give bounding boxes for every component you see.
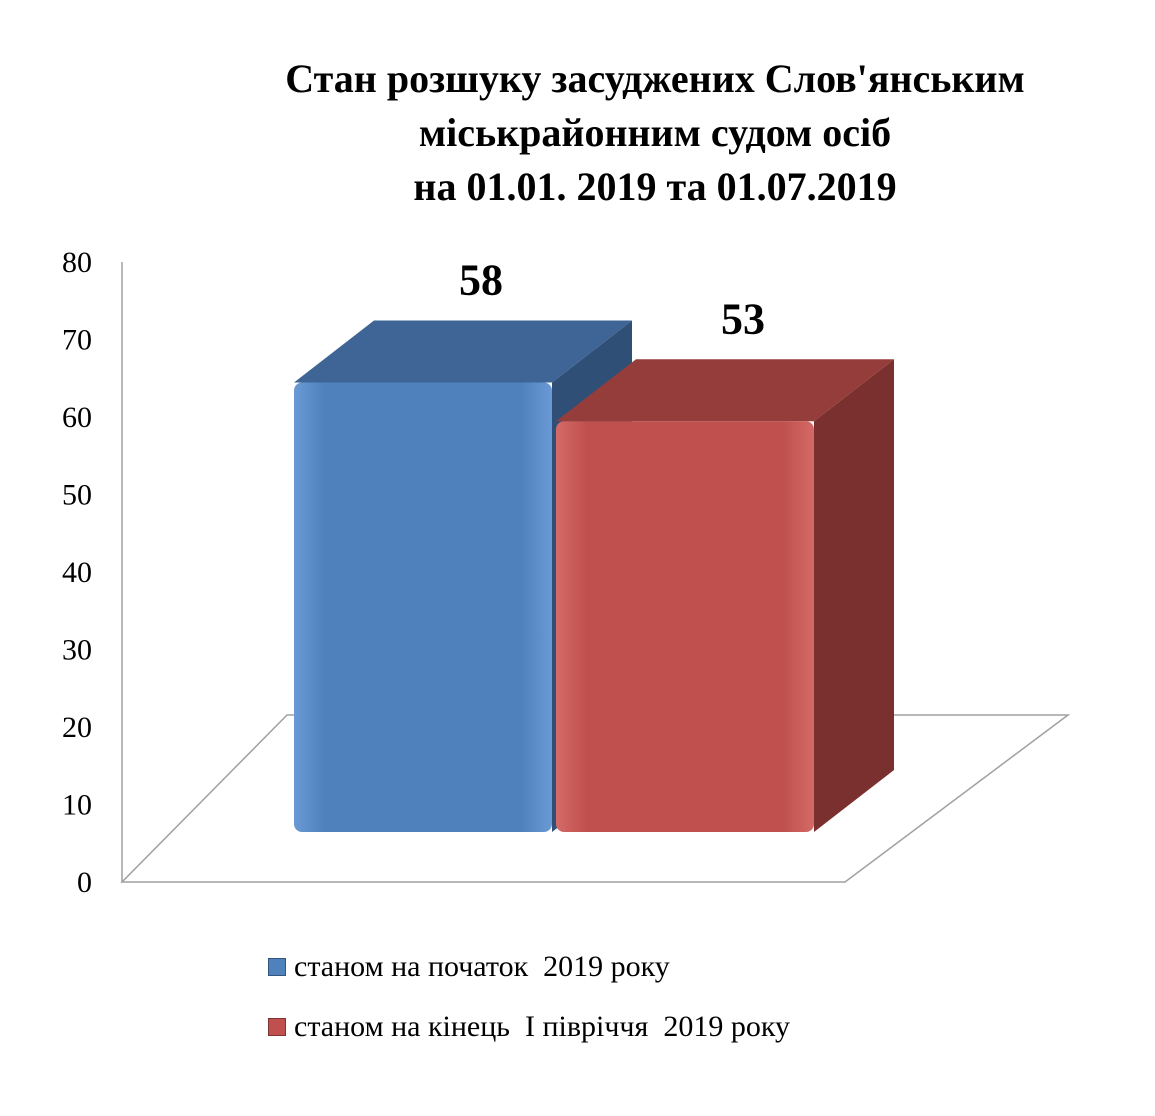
legend-swatch-blue (268, 958, 286, 976)
bar-top-face (294, 320, 632, 383)
data-label: 58 (459, 256, 503, 305)
legend-item-start-2019: станом на початок 2019 року (268, 950, 790, 984)
legend-label-end-half-2019: станом на кінець I півріччя 2019 року (294, 1010, 790, 1043)
chart-axes (120, 262, 1071, 883)
y-axis-ticks: 0 10 20 30 40 50 60 70 80 (62, 246, 92, 899)
legend-item-end-half-2019: станом на кінець I півріччя 2019 року (268, 1010, 790, 1044)
bar-top-face (556, 359, 894, 422)
chart-title-line-1: Стан розшуку засуджених Слов'янським (285, 56, 1025, 101)
data-label: 53 (721, 294, 765, 343)
y-tick-label: 30 (62, 634, 92, 667)
chart-title-line-2: міськрайонним судом осіб (418, 110, 892, 155)
data-labels: 58 53 (459, 256, 765, 344)
chart-title: Стан розшуку засуджених Слов'янським міс… (190, 52, 1120, 214)
chart-title-line-3: на 01.01. 2019 та 01.07.2019 (413, 164, 897, 209)
bar-front-face (556, 421, 814, 832)
y-tick-label: 60 (62, 401, 92, 434)
legend: станом на початок 2019 року станом на кі… (268, 950, 790, 1070)
y-tick-label: 80 (62, 246, 92, 279)
legend-swatch-red (268, 1018, 286, 1036)
y-tick-label: 0 (77, 866, 92, 899)
bar-side-face (814, 359, 894, 832)
y-tick-label: 70 (62, 324, 92, 357)
y-tick-label: 50 (62, 479, 92, 512)
bars (294, 320, 894, 832)
y-tick-label: 40 (62, 556, 92, 589)
bar-front-face (294, 382, 552, 832)
floor-plane (120, 714, 1071, 883)
y-tick-label: 20 (62, 711, 92, 744)
legend-label-start-2019: станом на початок 2019 року (294, 950, 670, 983)
y-tick-label: 10 (62, 789, 92, 822)
bar-end-half-2019 (556, 359, 894, 832)
